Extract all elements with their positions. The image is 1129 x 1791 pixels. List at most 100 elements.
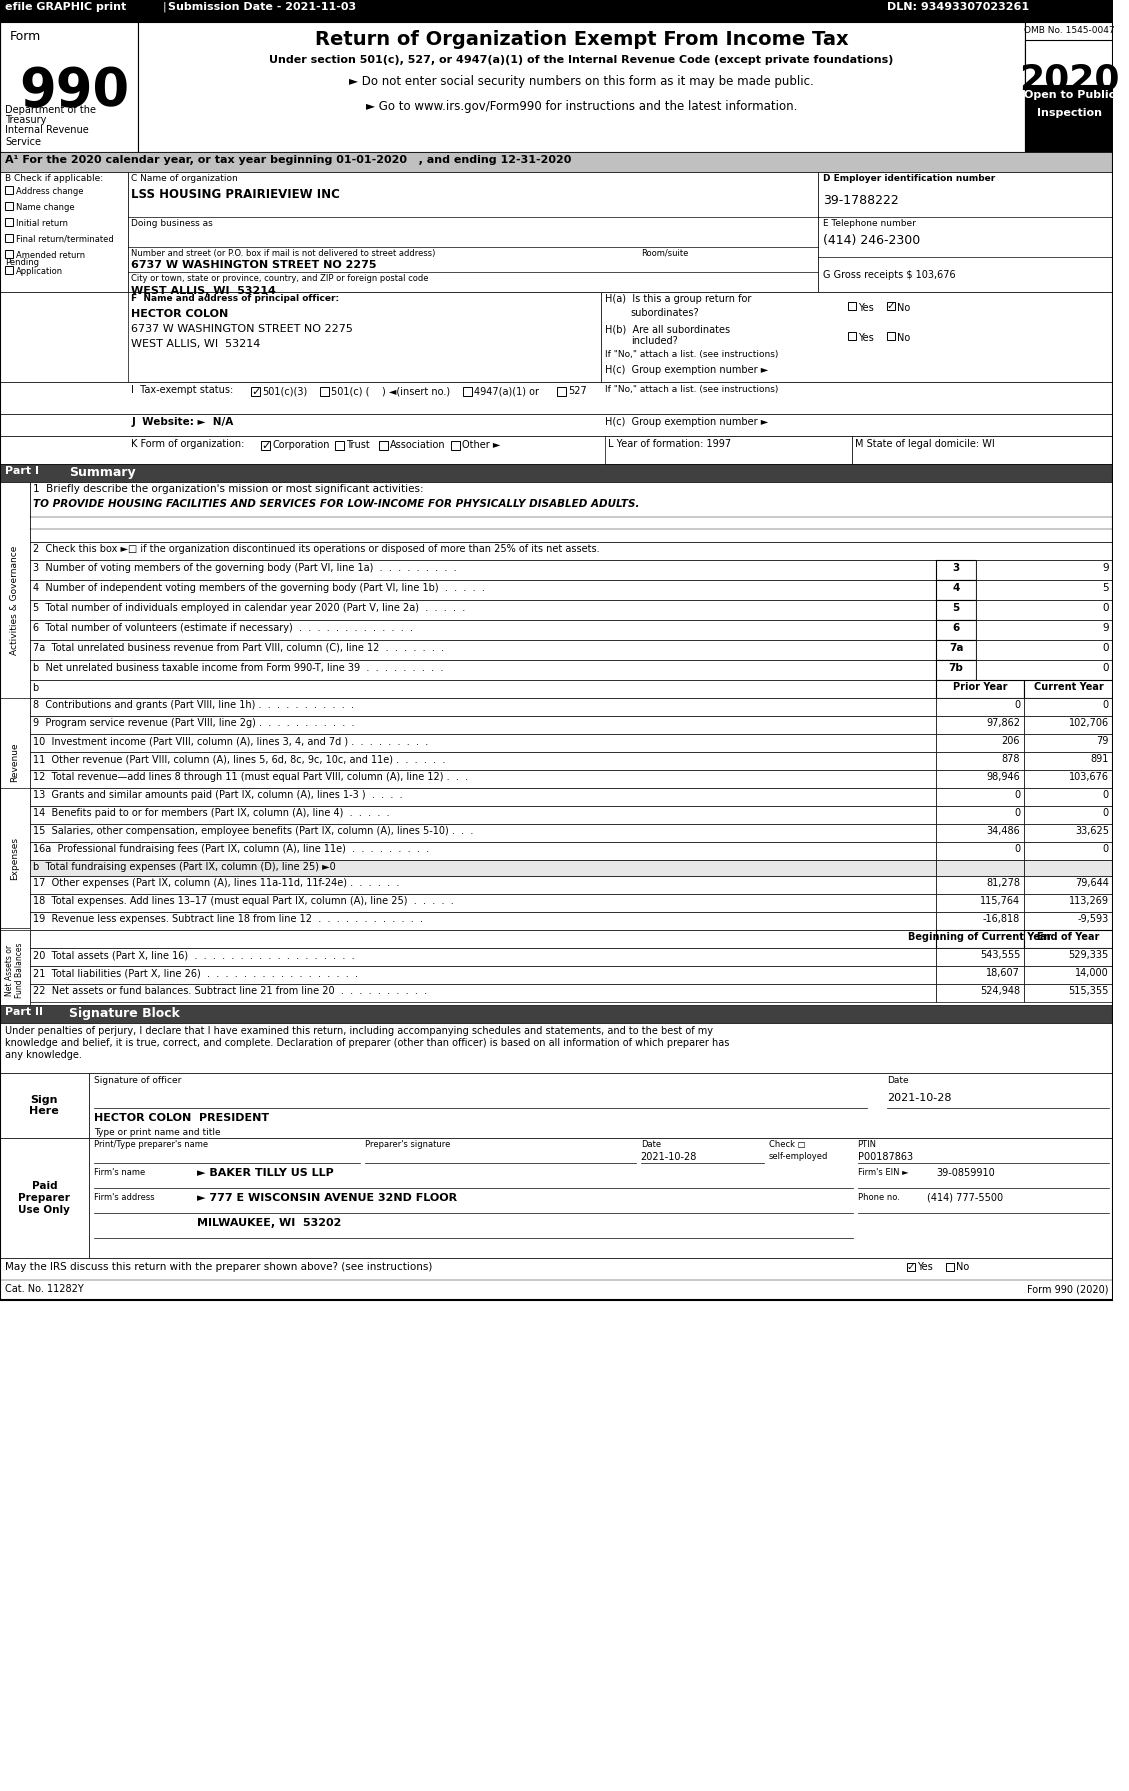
- Text: 2021-10-28: 2021-10-28: [887, 1093, 952, 1103]
- Text: Net Assets or
Fund Balances: Net Assets or Fund Balances: [6, 942, 25, 998]
- Text: Print/Type preparer's name: Print/Type preparer's name: [94, 1141, 208, 1150]
- Bar: [261, 441, 270, 450]
- Text: -16,818: -16,818: [983, 913, 1021, 924]
- Text: Form 990 (2020): Form 990 (2020): [1027, 1284, 1109, 1295]
- Text: Firm's name: Firm's name: [94, 1168, 145, 1177]
- Bar: [0, 482, 29, 772]
- Text: D Employer identification number: D Employer identification number: [823, 174, 996, 183]
- Text: 98,946: 98,946: [987, 772, 1021, 783]
- Text: (414) 246-2300: (414) 246-2300: [823, 235, 920, 247]
- Text: A¹ For the 2020 calendar year, or tax year beginning 01-01-2020   , and ending 1: A¹ For the 2020 calendar year, or tax ye…: [5, 156, 571, 165]
- Bar: [0, 1257, 1113, 1281]
- Text: WEST ALLIS, WI  53214: WEST ALLIS, WI 53214: [131, 287, 275, 296]
- Text: 6737 W WASHINGTON STREET NO 2275: 6737 W WASHINGTON STREET NO 2275: [131, 260, 377, 270]
- Bar: [29, 639, 936, 661]
- Text: 34,486: 34,486: [987, 826, 1021, 836]
- Text: 3  Number of voting members of the governing body (Part VI, line 1a)  .  .  .  .: 3 Number of voting members of the govern…: [33, 562, 456, 573]
- Bar: [321, 387, 330, 396]
- Bar: [5, 202, 12, 210]
- Text: H(b)  Are all subordinates: H(b) Are all subordinates: [605, 324, 730, 333]
- Text: PTIN: PTIN: [858, 1141, 876, 1150]
- Bar: [5, 235, 12, 242]
- Bar: [1024, 734, 1113, 752]
- Text: HECTOR COLON: HECTOR COLON: [131, 310, 228, 319]
- Text: If "No," attach a list. (see instructions): If "No," attach a list. (see instruction…: [605, 349, 779, 358]
- Text: 97,862: 97,862: [987, 718, 1021, 727]
- Text: 0: 0: [1014, 790, 1021, 801]
- Bar: [335, 441, 344, 450]
- Text: H(a)  Is this a group return for: H(a) Is this a group return for: [605, 294, 752, 304]
- Bar: [936, 639, 975, 661]
- Text: 9: 9: [1102, 562, 1109, 573]
- Bar: [29, 698, 936, 716]
- Text: 79: 79: [1096, 736, 1109, 747]
- Text: Treasury: Treasury: [5, 115, 46, 125]
- Text: Internal Revenue: Internal Revenue: [5, 125, 89, 134]
- Text: Department of the: Department of the: [5, 106, 96, 115]
- Bar: [128, 292, 602, 381]
- Text: J  Website: ►  N/A: J Website: ► N/A: [131, 417, 234, 426]
- Bar: [0, 21, 1113, 152]
- Text: 2020: 2020: [1019, 63, 1120, 97]
- Text: 18  Total expenses. Add lines 13–17 (must equal Part IX, column (A), line 25)  .: 18 Total expenses. Add lines 13–17 (must…: [33, 896, 453, 906]
- Bar: [819, 172, 1113, 292]
- Text: End of Year: End of Year: [1038, 931, 1100, 942]
- Bar: [936, 698, 1024, 716]
- Bar: [0, 1281, 1113, 1300]
- Text: Service: Service: [5, 136, 41, 147]
- Bar: [29, 947, 936, 965]
- Bar: [29, 806, 936, 824]
- Bar: [936, 716, 1024, 734]
- Text: OMB No. 1545-0047: OMB No. 1545-0047: [1024, 27, 1114, 36]
- Text: 103,676: 103,676: [1069, 772, 1109, 783]
- Text: 0: 0: [1014, 700, 1021, 709]
- Bar: [887, 303, 895, 310]
- Bar: [29, 580, 936, 600]
- Bar: [1024, 947, 1113, 965]
- Text: Submission Date - 2021-11-03: Submission Date - 2021-11-03: [167, 2, 356, 13]
- Text: Other ►: Other ►: [462, 441, 500, 450]
- Text: G Gross receipts $ 103,676: G Gross receipts $ 103,676: [823, 270, 955, 279]
- Bar: [936, 983, 1024, 1001]
- Text: 0: 0: [1014, 844, 1021, 854]
- Bar: [0, 1073, 89, 1137]
- Text: L Year of formation: 1997: L Year of formation: 1997: [609, 439, 732, 450]
- Bar: [0, 152, 1113, 172]
- Text: ✓: ✓: [261, 441, 270, 451]
- Text: F  Name and address of principal officer:: F Name and address of principal officer:: [131, 294, 339, 303]
- Text: M State of legal domicile: WI: M State of legal domicile: WI: [855, 439, 995, 450]
- Bar: [29, 788, 936, 806]
- Text: Amended return: Amended return: [16, 251, 85, 260]
- Text: H(c)  Group exemption number ►: H(c) Group exemption number ►: [605, 365, 769, 374]
- Text: HECTOR COLON  PRESIDENT: HECTOR COLON PRESIDENT: [94, 1112, 269, 1123]
- Text: 10  Investment income (Part VIII, column (A), lines 3, 4, and 7d ) .  .  .  .  .: 10 Investment income (Part VIII, column …: [33, 736, 428, 747]
- Text: K Form of organization:: K Form of organization:: [131, 439, 245, 450]
- Bar: [975, 639, 1113, 661]
- Text: P00187863: P00187863: [858, 1152, 912, 1162]
- Text: 20  Total assets (Part X, line 16)  .  .  .  .  .  .  .  .  .  .  .  .  .  .  . : 20 Total assets (Part X, line 16) . . . …: [33, 949, 355, 960]
- Bar: [936, 894, 1024, 912]
- Text: DLN: 93493307023261: DLN: 93493307023261: [887, 2, 1030, 13]
- Text: Preparer's signature: Preparer's signature: [365, 1141, 450, 1150]
- Bar: [0, 0, 1113, 1300]
- Text: No: No: [896, 303, 910, 313]
- Bar: [1024, 716, 1113, 734]
- Bar: [379, 441, 388, 450]
- Bar: [936, 824, 1024, 842]
- Bar: [29, 543, 1113, 561]
- Text: Date: Date: [887, 1076, 909, 1085]
- Text: 39-0859910: 39-0859910: [936, 1168, 995, 1178]
- Bar: [1024, 965, 1113, 983]
- Text: Activities & Governance: Activities & Governance: [10, 544, 19, 656]
- Text: 524,948: 524,948: [980, 987, 1021, 996]
- Bar: [975, 580, 1113, 600]
- Text: Firm's address: Firm's address: [94, 1193, 155, 1202]
- Text: 13  Grants and similar amounts paid (Part IX, column (A), lines 1-3 )  .  .  .  : 13 Grants and similar amounts paid (Part…: [33, 790, 402, 801]
- Bar: [1024, 770, 1113, 788]
- Text: Signature of officer: Signature of officer: [94, 1076, 181, 1085]
- Bar: [1024, 860, 1113, 876]
- Text: ► Do not enter social security numbers on this form as it may be made public.: ► Do not enter social security numbers o…: [349, 75, 814, 88]
- Text: Prior Year: Prior Year: [953, 682, 1007, 691]
- Bar: [29, 561, 936, 580]
- Text: 9: 9: [1102, 623, 1109, 632]
